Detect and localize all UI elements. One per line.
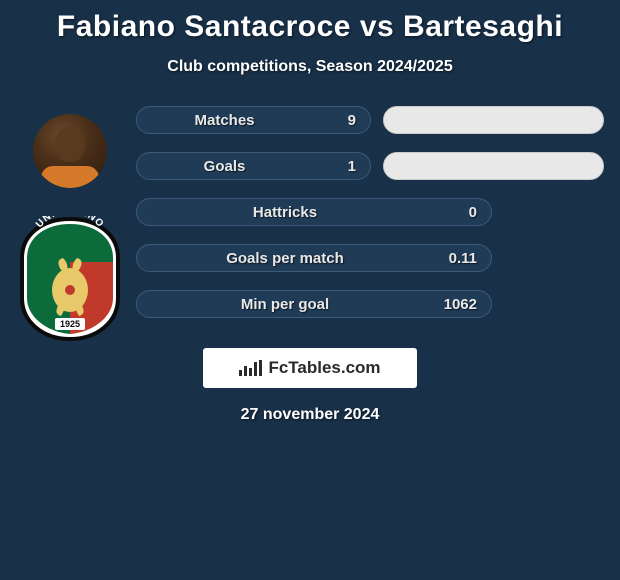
subtitle: Club competitions, Season 2024/2025 (0, 58, 620, 76)
stats-column: Matches9Goals1Hattricks0Goals per match0… (130, 106, 610, 342)
stat-row: Hattricks0 (136, 198, 604, 226)
stat-value: 9 (312, 112, 356, 129)
page-title: Fabiano Santacroce vs Bartesaghi (0, 0, 620, 44)
logo-text: FcTables.com (268, 358, 380, 378)
stat-label: Matches (137, 112, 312, 129)
player-avatar (33, 114, 107, 188)
stat-row: Matches9 (136, 106, 604, 134)
footer: FcTables.com 27 november 2024 (0, 348, 620, 424)
stat-pill-right-empty (504, 198, 604, 226)
stat-row: Goals1 (136, 152, 604, 180)
stat-pill-left: Min per goal1062 (136, 290, 492, 318)
svg-text:1925: 1925 (60, 319, 80, 329)
stat-label: Hattricks (137, 204, 433, 221)
stat-pill-right (383, 106, 604, 134)
stat-pill-right-empty (504, 290, 604, 318)
stat-label: Goals per match (137, 250, 433, 267)
stat-value: 1 (312, 158, 356, 175)
stat-value: 1062 (433, 296, 477, 313)
stat-pill-left: Matches9 (136, 106, 371, 134)
stat-pill-left: Goals1 (136, 152, 371, 180)
stat-pill-right (383, 152, 604, 180)
fctables-logo: FcTables.com (203, 348, 417, 388)
stat-label: Goals (137, 158, 312, 175)
stat-value: 0 (433, 204, 477, 221)
stat-row: Min per goal1062 (136, 290, 604, 318)
stat-pill-left: Hattricks0 (136, 198, 492, 226)
stat-value: 0.11 (433, 250, 477, 267)
club-badge: UNICUSANO 1925 (19, 216, 121, 342)
left-column: UNICUSANO 1925 (10, 106, 130, 342)
content-area: UNICUSANO 1925 (0, 106, 620, 342)
date: 27 november 2024 (241, 406, 380, 424)
stat-pill-right-empty (504, 244, 604, 272)
stat-label: Min per goal (137, 296, 433, 313)
stat-pill-left: Goals per match0.11 (136, 244, 492, 272)
stat-row: Goals per match0.11 (136, 244, 604, 272)
bar-chart-icon (239, 360, 262, 376)
